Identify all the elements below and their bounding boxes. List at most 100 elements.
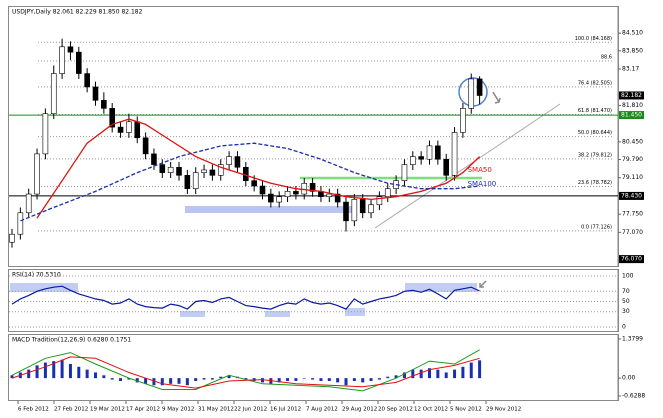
x-tick-label: 19 Mar 2012 xyxy=(90,407,125,413)
price-tag xyxy=(619,191,644,200)
candle-body xyxy=(451,132,458,176)
price-tag-label: 76.070 xyxy=(621,256,642,263)
x-tick-label: 31 May 2012 xyxy=(198,407,234,413)
y-tick-label: 83.17 xyxy=(622,66,639,73)
candle-body xyxy=(259,185,266,195)
fib-label: 0.0 (77.126) xyxy=(581,224,612,230)
candle-body xyxy=(167,166,174,173)
histogram-bar xyxy=(411,369,415,379)
histogram-bar xyxy=(144,378,148,384)
price-tag-label: 81.450 xyxy=(621,112,642,119)
arrow xyxy=(479,280,487,288)
histogram-bar xyxy=(352,378,356,381)
histogram-bar xyxy=(294,378,298,381)
histogram-bar xyxy=(436,369,440,379)
candle-body xyxy=(384,188,391,198)
histogram-bar xyxy=(319,378,323,381)
candle-body xyxy=(276,196,283,203)
histogram-bar xyxy=(169,378,173,384)
histogram-bar xyxy=(444,372,448,379)
indicator-line xyxy=(11,356,480,389)
x-tick-label: 29 Nov 2012 xyxy=(486,407,521,413)
histogram-bar xyxy=(127,378,131,380)
candle-body xyxy=(201,169,207,173)
histogram-bar xyxy=(361,378,365,383)
fib-label: 61.8 (81.470) xyxy=(578,108,612,114)
price-tag xyxy=(619,255,644,264)
histogram-bar xyxy=(43,362,47,379)
candle-body xyxy=(76,51,82,74)
candle-body xyxy=(268,193,274,203)
histogram-bar xyxy=(478,360,482,379)
candle-body xyxy=(409,156,416,165)
candle-body xyxy=(293,191,299,195)
histogram-bar xyxy=(428,368,431,379)
histogram-bar xyxy=(219,376,223,379)
candle-body xyxy=(343,201,349,222)
histogram-bar xyxy=(77,366,81,379)
candle-body xyxy=(326,193,333,198)
arrow xyxy=(492,91,501,104)
histogram-bar xyxy=(202,378,206,380)
histogram-bar xyxy=(210,378,214,380)
y-tick-label: 77.750 xyxy=(622,211,643,218)
y-tick-label: 84.510 xyxy=(622,30,643,37)
candle-body xyxy=(301,183,308,195)
candle-body xyxy=(117,126,124,133)
histogram-bar xyxy=(344,378,348,386)
candle-body xyxy=(209,169,216,176)
y-tick-label: 1.3799 xyxy=(622,335,643,342)
candle-body xyxy=(9,233,15,243)
fib-label: 76.4 (82.505) xyxy=(578,80,612,86)
candle-body xyxy=(376,196,383,206)
histogram-bar xyxy=(152,378,156,386)
candle-body xyxy=(192,172,199,189)
x-tick-label: 12 Oct 2012 xyxy=(414,407,448,413)
candle-body xyxy=(351,199,358,222)
candle-body xyxy=(142,137,149,155)
indicator-line xyxy=(36,118,481,219)
histogram-bar xyxy=(286,378,290,381)
y-tick-label: 77.070 xyxy=(622,229,643,236)
trend-line xyxy=(374,103,561,229)
y-tick-label: -0.6288 xyxy=(622,392,645,399)
candle-body xyxy=(134,121,141,139)
candle-body xyxy=(226,156,232,165)
candle-body xyxy=(443,158,450,176)
series-label: SMA100 xyxy=(468,180,497,188)
candle-body xyxy=(184,175,191,189)
rsi-zone xyxy=(180,311,205,317)
y-tick-label: 83.850 xyxy=(622,47,643,54)
y-tick-label: 50 xyxy=(622,298,630,305)
x-tick-label: 27 Feb 2012 xyxy=(54,407,88,413)
histogram-bar xyxy=(27,369,31,379)
histogram-bar xyxy=(402,372,406,379)
candle-body xyxy=(334,193,341,203)
y-tick-label: 0 xyxy=(622,324,626,331)
indicator-line xyxy=(11,349,480,392)
x-tick-label: 17 Apr 2012 xyxy=(126,407,160,413)
x-tick-label: 5 Nov 2012 xyxy=(450,407,482,413)
histogram-bar xyxy=(185,378,189,386)
candle-body xyxy=(17,212,24,235)
histogram-bar xyxy=(35,365,39,379)
y-tick-label: 100 xyxy=(622,273,634,280)
histogram-bar xyxy=(461,366,465,379)
candle-body xyxy=(309,183,316,192)
histogram-bar xyxy=(68,363,72,379)
histogram-bar xyxy=(394,375,398,379)
candle-body xyxy=(284,191,291,198)
histogram-bar xyxy=(94,372,97,379)
histogram-bar xyxy=(369,378,373,381)
histogram-bar xyxy=(261,378,264,383)
y-tick-label: 79.790 xyxy=(622,156,643,163)
candle-body xyxy=(84,73,90,88)
histogram-bar xyxy=(135,378,139,383)
candle-body xyxy=(101,100,107,109)
rsi-zone xyxy=(265,311,290,317)
candle-body xyxy=(418,156,424,160)
support-zone xyxy=(185,206,355,213)
x-tick-label: 6 Feb 2012 xyxy=(18,407,49,413)
candle-body xyxy=(359,199,366,214)
histogram-bar xyxy=(102,375,106,379)
